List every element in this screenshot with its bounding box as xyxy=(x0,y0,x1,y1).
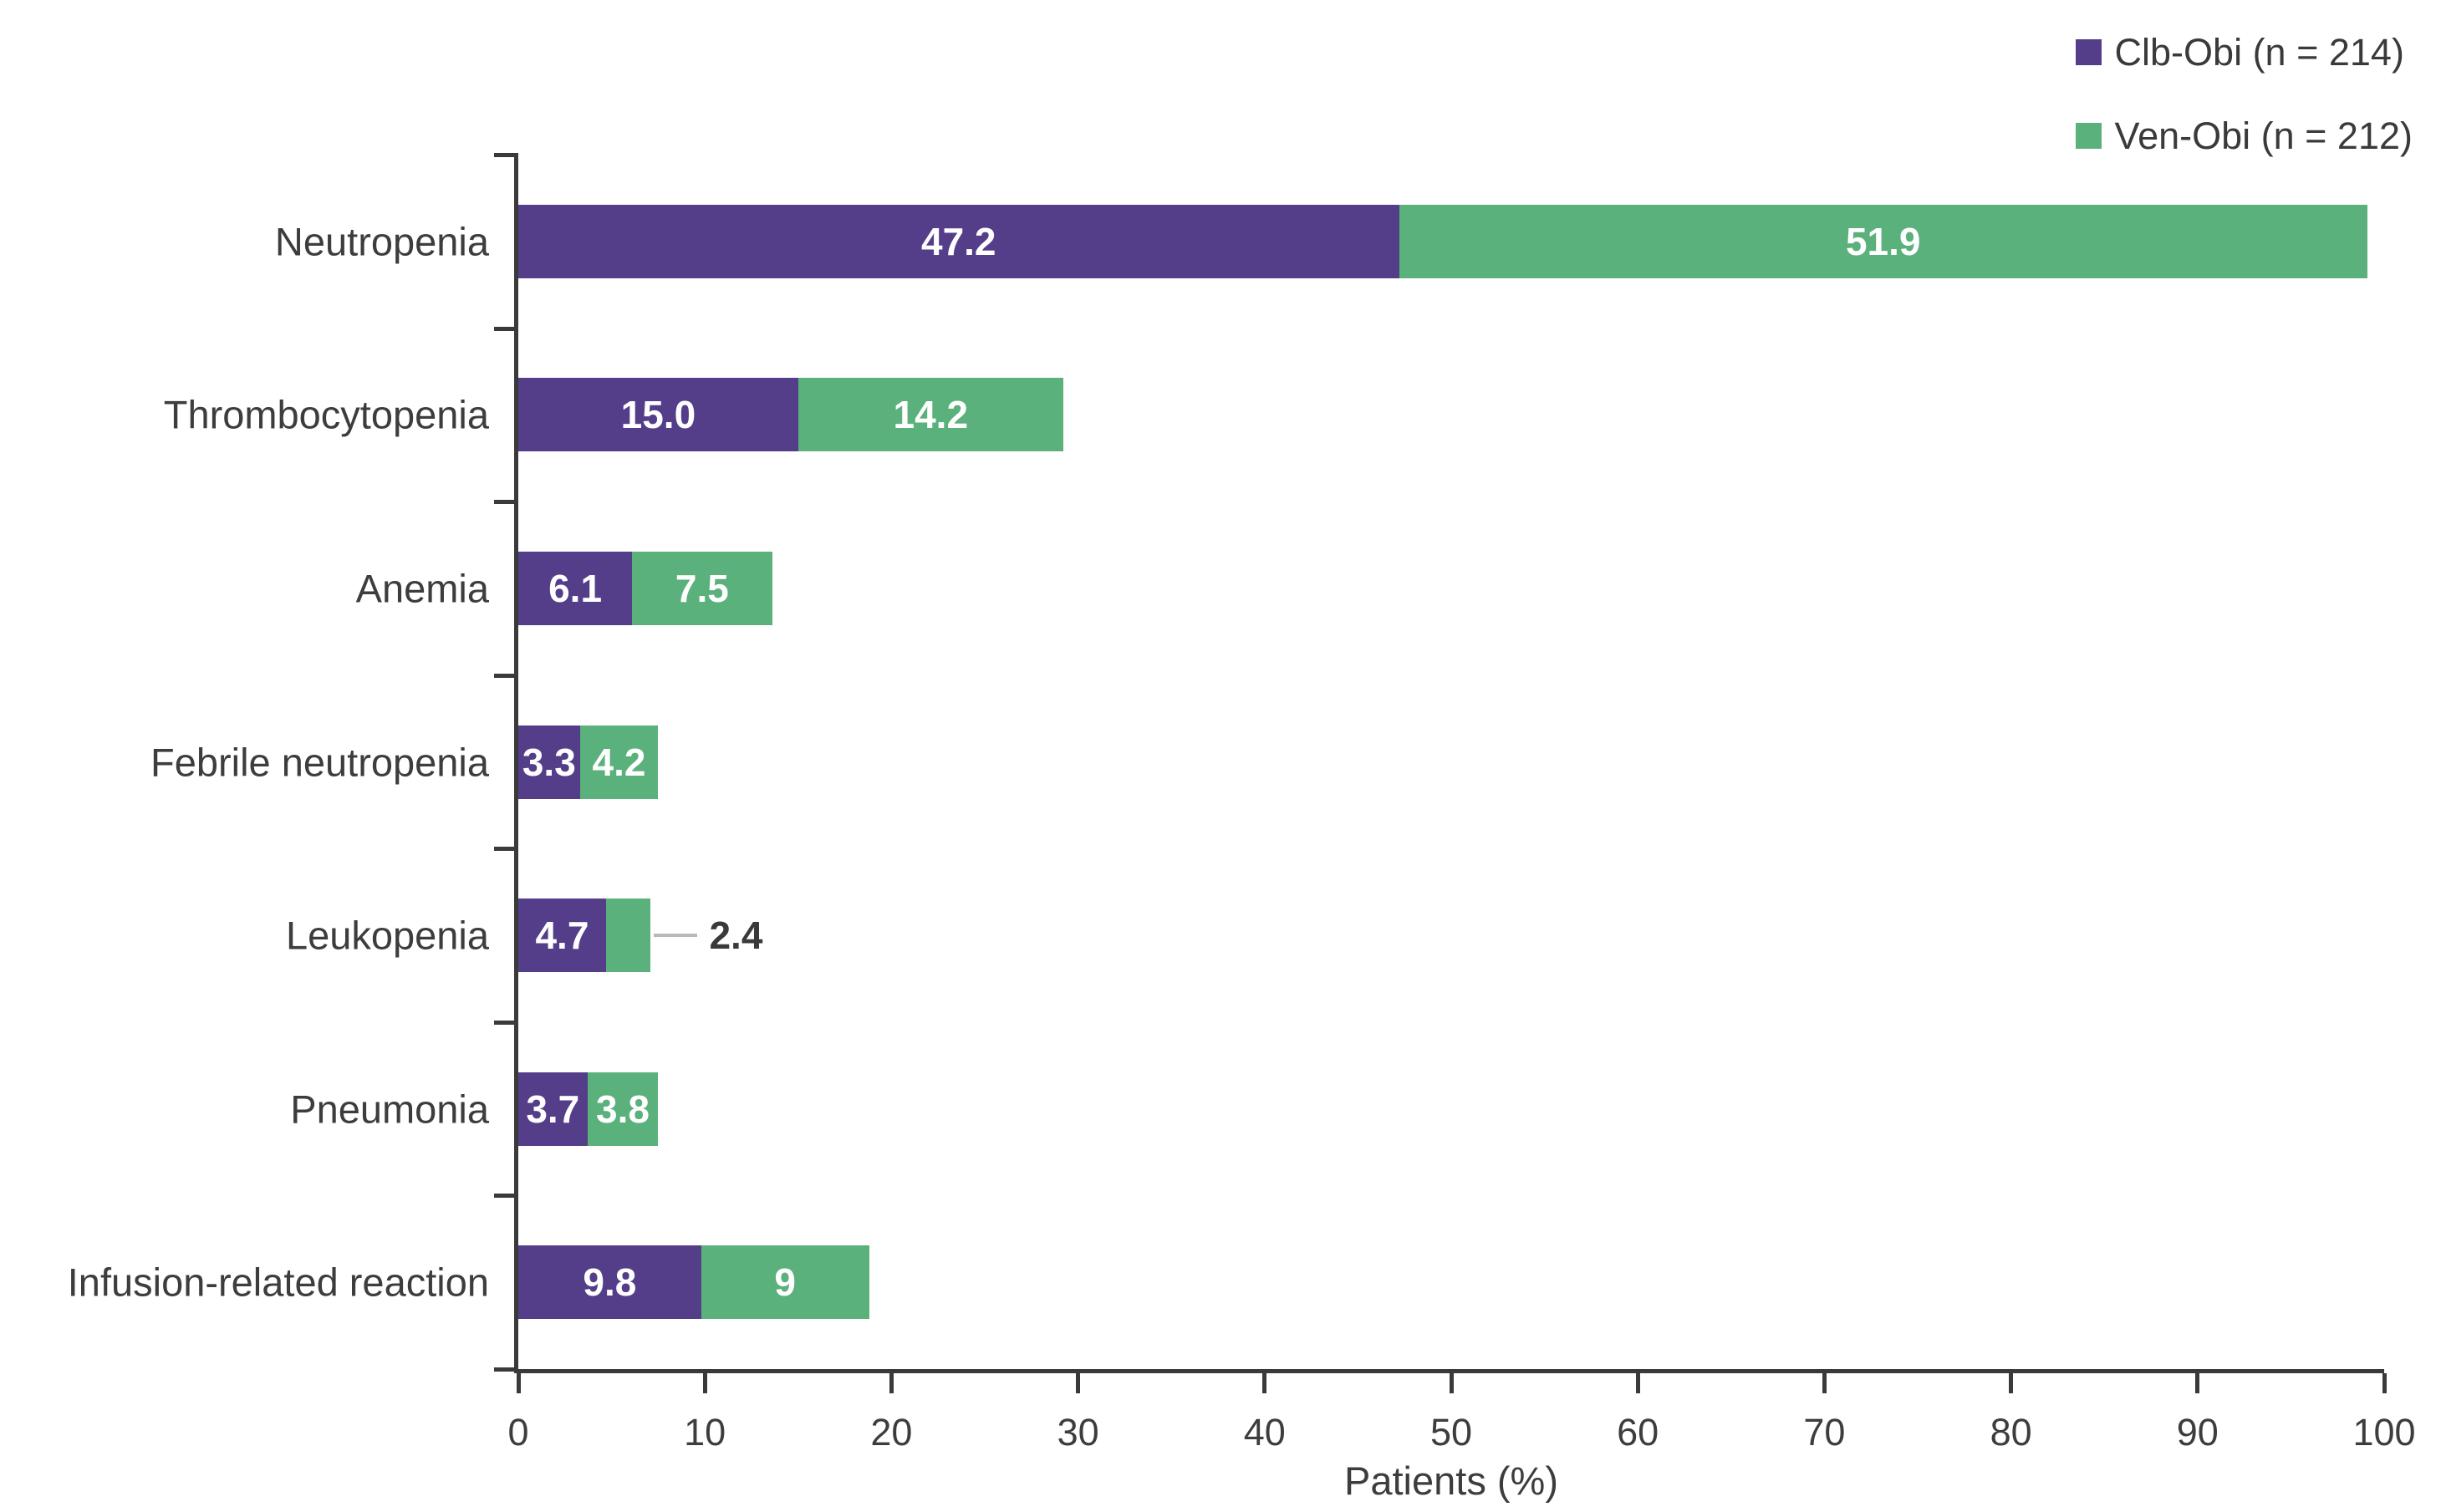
y-axis-tick xyxy=(494,326,514,331)
x-axis-tick xyxy=(1635,1373,1640,1393)
bar-value-label: 9 xyxy=(774,1260,796,1305)
x-axis-tick xyxy=(1449,1373,1454,1393)
x-tick-label: 80 xyxy=(1990,1411,2032,1453)
x-tick-label: 90 xyxy=(2176,1411,2219,1453)
y-axis-tick xyxy=(494,673,514,678)
legend-label-ven-obi: Ven-Obi (n = 212) xyxy=(2114,115,2413,157)
x-tick-label: 40 xyxy=(1243,1411,1286,1453)
bar-segment-ven-obi: 4.2 xyxy=(579,725,659,799)
bar-value-label: 3.3 xyxy=(522,740,576,784)
bar-segment-clb-obi: 9.8 xyxy=(518,1245,701,1320)
callout-leader-line xyxy=(654,934,698,938)
category-label: Leukopenia xyxy=(285,913,489,958)
category-label: Pneumonia xyxy=(290,1087,489,1132)
bar-segment-ven-obi: 51.9 xyxy=(1399,204,2367,278)
bar-value-label: 3.8 xyxy=(596,1087,650,1131)
x-tick-label: 50 xyxy=(1429,1411,1473,1453)
x-tick-label: 10 xyxy=(684,1411,726,1453)
bar-value-label: 4.2 xyxy=(592,740,646,784)
y-axis-tick xyxy=(494,1020,514,1025)
legend-item-clb-obi: Clb-Obi (n = 214) xyxy=(2075,31,2404,74)
y-axis-tick xyxy=(494,1367,514,1372)
bar-segment-ven-obi: 9 xyxy=(701,1245,869,1320)
x-tick-label: 100 xyxy=(2352,1411,2416,1453)
bar-segment-ven-obi: 3.8 xyxy=(587,1072,659,1146)
bar-segment-clb-obi: 3.7 xyxy=(518,1072,588,1146)
legend-item-ven-obi: Ven-Obi (n = 212) xyxy=(2075,115,2413,157)
category-label: Neutropenia xyxy=(274,219,489,264)
x-tick-label: 60 xyxy=(1617,1411,1659,1453)
x-axis-tick xyxy=(1262,1373,1267,1393)
x-axis-tick xyxy=(702,1373,707,1393)
bar-value-label: 4.7 xyxy=(535,914,589,958)
category-label: Thrombocytopenia xyxy=(163,392,489,437)
bar-segment-ven-obi: 7.5 xyxy=(632,551,772,625)
y-axis-tick xyxy=(494,847,514,852)
x-axis-tick xyxy=(2382,1373,2387,1393)
x-axis-tick xyxy=(516,1373,521,1393)
bar-value-label: 7.5 xyxy=(675,566,729,610)
legend: Clb-Obi (n = 214) Ven-Obi (n = 212) xyxy=(2075,31,2413,157)
x-tick-label: 0 xyxy=(507,1411,529,1453)
x-axis-tick xyxy=(2195,1373,2200,1393)
bar-value-label: 3.7 xyxy=(526,1087,580,1131)
x-axis-tick xyxy=(1076,1373,1081,1393)
callout-value-label: 2.4 xyxy=(709,914,763,958)
x-tick-label: 30 xyxy=(1057,1411,1099,1453)
bar-segment-clb-obi: 6.1 xyxy=(518,551,633,625)
x-tick-label: 70 xyxy=(1803,1411,1846,1453)
bar-segment-clb-obi: 3.3 xyxy=(518,725,580,799)
legend-swatch-ven-obi xyxy=(2075,123,2102,149)
x-axis-tick xyxy=(1822,1373,1827,1393)
legend-swatch-clb-obi xyxy=(2075,39,2102,65)
y-axis-tick xyxy=(494,1194,514,1199)
bar-value-label: 9.8 xyxy=(583,1260,637,1305)
bar-segment-clb-obi: 4.7 xyxy=(518,899,606,973)
bar-segment-ven-obi: 14.2 xyxy=(798,378,1063,452)
bar-value-label: 47.2 xyxy=(920,219,996,263)
bar-value-label: 51.9 xyxy=(1845,219,1921,263)
x-axis-title: Patients (%) xyxy=(1344,1459,1558,1503)
x-axis-line xyxy=(514,1369,2384,1373)
x-tick-label: 20 xyxy=(870,1411,913,1453)
bar-segment-clb-obi: 15.0 xyxy=(518,378,798,452)
category-label: Anemia xyxy=(355,566,489,611)
y-axis-line xyxy=(514,153,518,1373)
bar-value-label: 15.0 xyxy=(620,393,696,437)
bar-segment-clb-obi: 47.2 xyxy=(518,204,1399,278)
category-label: Infusion-related reaction xyxy=(67,1260,489,1305)
x-axis-tick xyxy=(889,1373,894,1393)
y-axis-tick xyxy=(494,500,514,505)
bar-segment-ven-obi xyxy=(605,899,651,973)
legend-label-clb-obi: Clb-Obi (n = 214) xyxy=(2114,31,2404,74)
bar-value-label: 14.2 xyxy=(893,393,969,437)
y-axis-tick xyxy=(494,153,514,157)
category-label: Febrile neutropenia xyxy=(150,740,489,784)
x-axis-tick xyxy=(2009,1373,2014,1393)
bar-value-label: 6.1 xyxy=(548,566,603,610)
